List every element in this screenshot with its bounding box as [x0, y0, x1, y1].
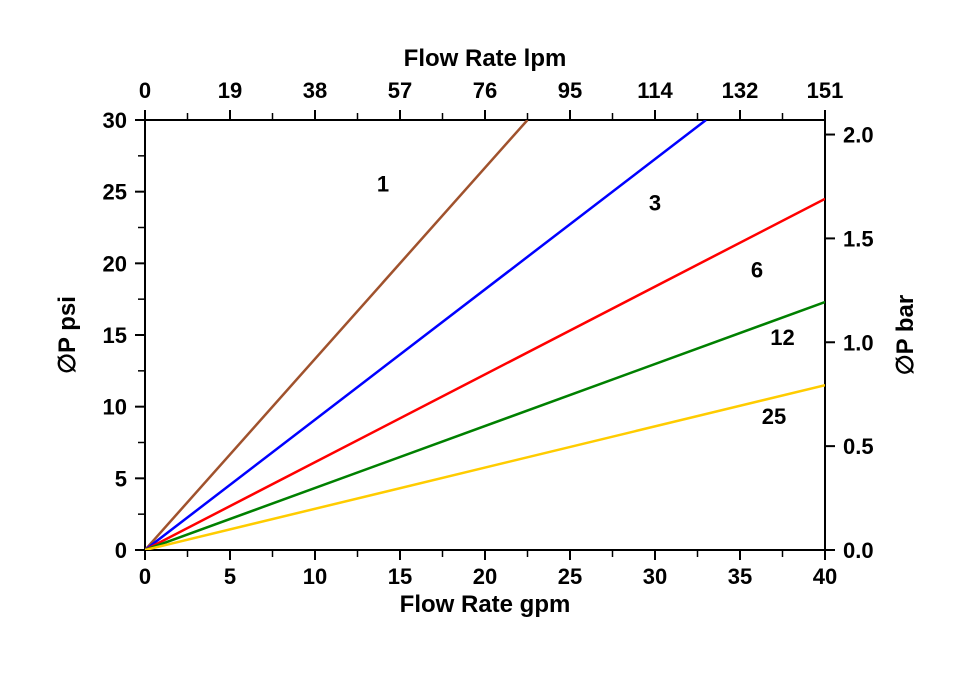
x-top-tick-label: 132 — [722, 78, 759, 103]
chart-svg: 0510152025303540Flow Rate gpm01938577695… — [0, 0, 954, 678]
y-left-tick-label: 0 — [115, 538, 127, 563]
y-left-tick-label: 30 — [103, 108, 127, 133]
y-left-tick-label: 10 — [103, 395, 127, 420]
x-bottom-tick-label: 30 — [643, 564, 667, 589]
y-right-tick-label: 1.5 — [843, 226, 874, 251]
series-line-25 — [145, 385, 825, 550]
x-top-tick-label: 38 — [303, 78, 327, 103]
y-left-tick-label: 15 — [103, 323, 127, 348]
y-left-tick-label: 20 — [103, 251, 127, 276]
x-bottom-tick-label: 35 — [728, 564, 752, 589]
series-line-1 — [145, 120, 528, 550]
y-right-tick-label: 2.0 — [843, 123, 874, 148]
x-top-label: Flow Rate lpm — [404, 45, 567, 72]
y-left-label: ∅P psi — [54, 296, 81, 374]
series-line-12 — [145, 302, 825, 550]
x-top-tick-label: 76 — [473, 78, 497, 103]
x-bottom-tick-label: 25 — [558, 564, 582, 589]
series-line-6 — [145, 199, 825, 550]
y-left-tick-label: 25 — [103, 180, 127, 205]
y-right-tick-label: 0.0 — [843, 538, 874, 563]
y-right-tick-label: 1.0 — [843, 330, 874, 355]
x-bottom-tick-label: 40 — [813, 564, 837, 589]
pressure-flow-chart: 0510152025303540Flow Rate gpm01938577695… — [0, 0, 954, 678]
x-bottom-tick-label: 15 — [388, 564, 412, 589]
x-top-tick-label: 57 — [388, 78, 412, 103]
x-bottom-tick-label: 0 — [139, 564, 151, 589]
x-bottom-tick-label: 20 — [473, 564, 497, 589]
x-top-tick-label: 0 — [139, 78, 151, 103]
y-right-label: ∅P bar — [892, 295, 919, 376]
x-bottom-label: Flow Rate gpm — [400, 591, 571, 618]
x-bottom-tick-label: 10 — [303, 564, 327, 589]
y-right-tick-label: 0.5 — [843, 434, 874, 459]
x-top-tick-label: 114 — [637, 78, 673, 103]
series-label-12: 12 — [770, 325, 794, 350]
series-line-3 — [145, 120, 706, 550]
series-label-25: 25 — [762, 404, 786, 429]
x-bottom-tick-label: 5 — [224, 564, 236, 589]
series-label-3: 3 — [649, 190, 661, 215]
x-top-tick-label: 19 — [218, 78, 242, 103]
series-label-6: 6 — [751, 258, 763, 283]
x-top-tick-label: 95 — [558, 78, 582, 103]
y-left-tick-label: 5 — [115, 466, 127, 491]
x-top-tick-label: 151 — [807, 78, 844, 103]
series-label-1: 1 — [377, 172, 389, 197]
